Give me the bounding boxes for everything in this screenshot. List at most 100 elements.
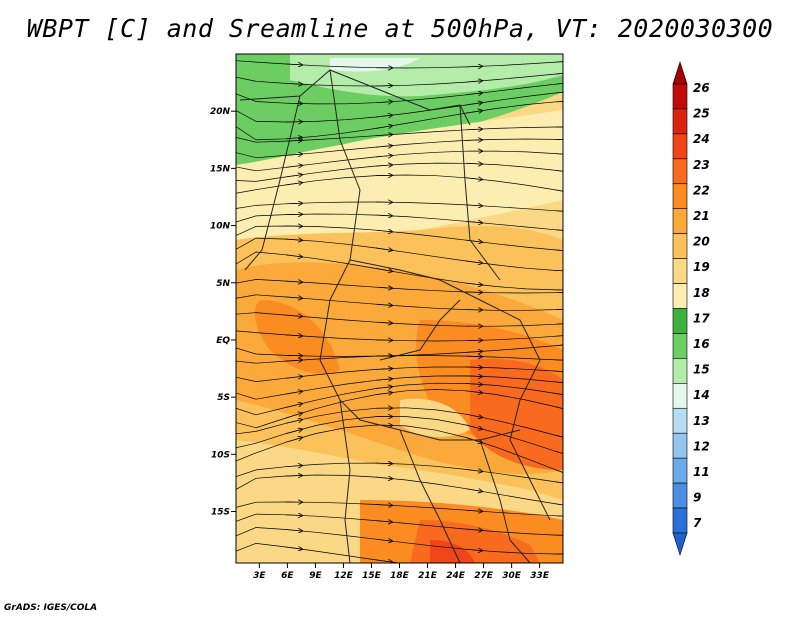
colorbar-label: 25	[693, 107, 710, 121]
streamline-arrow	[555, 503, 563, 506]
streamline-arrow	[285, 83, 301, 84]
streamline-arrow	[555, 229, 563, 231]
streamline-arrow	[555, 61, 563, 63]
lat-tick-label: 10S	[211, 450, 230, 460]
streamline-arrow	[285, 466, 301, 467]
colorbar-segment	[672, 383, 688, 409]
colorbar-label: 15	[693, 363, 710, 377]
streamline-arrow	[375, 165, 391, 166]
grads-credit: GrADS: IGES/COLA	[4, 603, 98, 613]
country-borders	[239, 69, 551, 563]
streamline-arrow	[375, 248, 391, 250]
streamline-arrow	[285, 404, 301, 408]
colorbar-segment	[672, 308, 688, 334]
colorbar-label: 24	[693, 132, 710, 146]
colorbar-label: 17	[693, 311, 710, 325]
streamline	[236, 407, 563, 438]
colorbar-segment	[672, 358, 688, 384]
streamline-arrow	[465, 261, 481, 263]
colorbar-label: 16	[693, 337, 710, 351]
streamline-arrow	[465, 240, 481, 242]
lon-tick-label: 15E	[362, 571, 382, 581]
streamline-arrow	[375, 146, 391, 147]
lon-tick-label: 21E	[418, 571, 438, 581]
lon-tick-label: 6E	[281, 571, 294, 581]
colorbar-segment	[672, 158, 688, 185]
streamline-arrow	[465, 489, 481, 492]
lon-tick-label: 3E	[253, 571, 266, 581]
streamline-arrow	[465, 413, 481, 417]
streamline-arrow	[555, 270, 563, 272]
colorbar-segment	[672, 283, 688, 309]
streamline-arrow	[375, 379, 391, 380]
streamline-arrow	[285, 183, 301, 185]
streamline-arrow	[555, 435, 563, 438]
streamline-arrow	[465, 469, 481, 471]
streamline	[236, 225, 563, 251]
streamline-arrow	[465, 383, 481, 384]
streamline-arrow	[375, 463, 391, 464]
streamline-arrow	[555, 73, 563, 75]
lat-tick-label: 15N	[210, 164, 231, 174]
lon-tick-label: 30E	[502, 571, 522, 581]
colorbar-label: 20	[693, 235, 710, 249]
colorbar-segment	[672, 432, 688, 459]
lat-tick-label: 10N	[210, 222, 231, 232]
longitude-axis: 3E 6E 9E 12E 15E 18E 21E 24E 27E 30E 33E	[253, 563, 550, 581]
streamline-arrow	[285, 64, 301, 65]
streamline-arrow	[555, 359, 563, 361]
lon-tick-label: 24E	[446, 571, 466, 581]
streamline-arrow	[375, 102, 391, 103]
streamline-arrow	[285, 175, 301, 177]
streamline-arrow	[465, 376, 481, 377]
streamline-arrow	[465, 391, 481, 393]
streamline-arrow	[465, 529, 481, 530]
streamline-arrow	[555, 153, 563, 155]
streamline-arrow	[465, 103, 481, 105]
streamline-arrow	[556, 570, 571, 571]
colorbar-label: 26	[693, 81, 710, 95]
streamline-arrow	[555, 249, 563, 251]
streamline-arrow	[285, 154, 301, 155]
streamline-arrow	[285, 391, 301, 394]
streamline-arrow	[375, 156, 391, 157]
streamline-arrow	[285, 255, 301, 257]
streamline-arrow	[555, 344, 563, 346]
streamline-arrow	[285, 530, 301, 531]
colorbar-label: 21	[693, 209, 710, 223]
colorbar-label: 7	[693, 516, 702, 530]
colorbar-segment	[672, 407, 688, 434]
streamline-arrow	[465, 283, 481, 285]
streamline-arrow	[555, 469, 563, 473]
streamline-arrow	[285, 413, 301, 419]
streamline-arrow	[465, 93, 481, 95]
lon-tick-label: 27E	[474, 571, 494, 581]
streamline-arrow	[375, 521, 391, 522]
streamline-arrow	[375, 387, 391, 389]
colorbar-segment	[672, 183, 688, 210]
colorbar-segment	[672, 333, 688, 359]
streamline-arrow	[555, 406, 563, 410]
colorbar-label: 11	[693, 465, 710, 479]
colorbar-label: 18	[693, 286, 710, 300]
colorbar-segment	[672, 233, 688, 259]
streamline-arrow	[465, 140, 481, 141]
streamline-arrow	[375, 304, 391, 305]
streamline-arrow	[465, 129, 481, 130]
streamline-arrow	[285, 335, 301, 336]
colorbar-label: 12	[693, 439, 710, 453]
streamline-arrow	[465, 66, 481, 67]
streamline-arrow	[555, 308, 563, 310]
streamline-arrow	[465, 178, 481, 180]
streamline-arrow	[465, 163, 481, 164]
lon-tick-label: 9E	[309, 571, 322, 581]
streamline-arrow	[375, 269, 391, 272]
streamline-arrow	[555, 335, 563, 337]
streamline-arrow	[555, 393, 563, 396]
colorbar: 26 25 24 23 22 21 20 19 18 17 16 15 14 13 12 11 9 7	[672, 61, 710, 556]
streamline-arrow	[375, 539, 391, 541]
colorbar-label: 14	[693, 388, 710, 402]
streamline-arrow	[285, 547, 301, 549]
streamline-arrow	[555, 139, 563, 141]
